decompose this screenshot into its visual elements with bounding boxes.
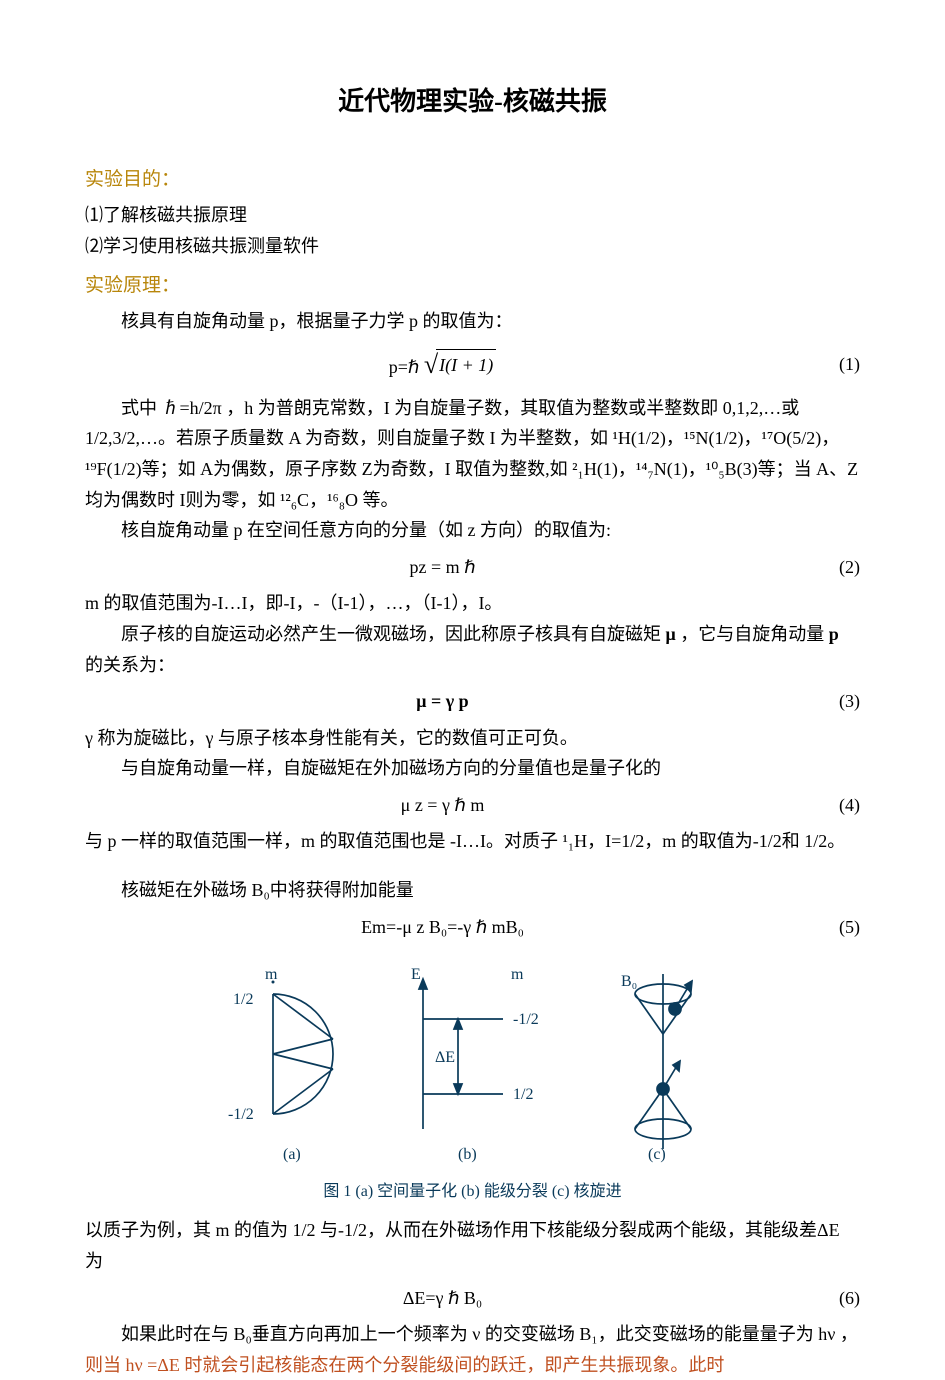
eq3-number: (3): [800, 686, 860, 717]
figure-1: m 1/2 -1/2 (a) E m -1/2 1/2 ΔE (b): [85, 954, 860, 1174]
para-9: 核磁矩在外磁场 B₀中将获得附加能量: [85, 875, 860, 906]
page-title: 近代物理实验-核磁共振: [85, 80, 860, 124]
principle-header: 实验原理：: [85, 270, 860, 302]
eq4-text: μ z = γ ℏ m: [85, 790, 800, 821]
equation-5: Em=-μ z B₀=-γ ℏ mB₀ (5): [85, 912, 860, 943]
svg-text:(b): (b): [458, 1146, 477, 1163]
svg-text:B₀: B₀: [621, 973, 637, 990]
equation-2: pz = m ℏ (2): [85, 552, 860, 583]
para-2: 式中 ℏ=h/2π ，h 为普朗克常数，I 为自旋量子数，其取值为整数或半整数即…: [85, 393, 860, 515]
equation-4: μ z = γ ℏ m (4): [85, 790, 860, 821]
equation-6: ΔE=γ ℏ B₀ (6): [85, 1283, 860, 1314]
svg-text:-1/2: -1/2: [513, 1011, 539, 1028]
purpose-item-1: ⑴了解核磁共振原理: [85, 200, 860, 231]
svg-text:(a): (a): [283, 1146, 301, 1163]
para-1: 核具有自旋角动量 p，根据量子力学 p 的取值为：: [85, 306, 860, 337]
para-4: m 的取值范围为-I…I，即-I，-（I-1），…，（I-1），I。: [85, 588, 860, 619]
eq5-text: Em=-μ z B₀=-γ ℏ mB₀: [85, 912, 800, 943]
para-11a: 如果此时在与 B₀垂直方向再加上一个频率为 ν 的交变磁场 B₁，此交变磁场的能…: [121, 1324, 858, 1344]
eq2-text: pz = m ℏ: [85, 552, 800, 583]
equation-3: μ = γ p (3): [85, 686, 860, 717]
eq1-number: (1): [800, 349, 860, 380]
para-11b-highlight: 则当 hν =ΔE 时就会引起核能态在两个分裂能级间的跃迁，即产生共振现象。此时: [85, 1355, 724, 1375]
svg-text:m: m: [511, 966, 524, 983]
para-11: 如果此时在与 B₀垂直方向再加上一个频率为 ν 的交变磁场 B₁，此交变磁场的能…: [85, 1319, 860, 1380]
para-7: 与自旋角动量一样，自旋磁矩在外加磁场方向的分量值也是量子化的: [85, 753, 860, 784]
svg-text:1/2: 1/2: [513, 1086, 533, 1103]
eq1-left: p=ℏ: [389, 357, 420, 377]
figure-1-caption: 图 1 (a) 空间量子化 (b) 能级分裂 (c) 核旋进: [85, 1178, 860, 1205]
svg-text:E: E: [411, 966, 421, 983]
para-8: 与 p 一样的取值范围一样，m 的取值范围也是 -I…I。对质子 ¹₁H，I=1…: [85, 826, 860, 857]
eq3-text: μ = γ p: [85, 686, 800, 717]
svg-text:ΔE: ΔE: [435, 1049, 455, 1066]
svg-text:(c): (c): [648, 1146, 666, 1163]
para-3: 核自旋角动量 p 在空间任意方向的分量（如 z 方向）的取值为:: [85, 515, 860, 546]
purpose-header: 实验目的：: [85, 164, 860, 196]
purpose-item-2: ⑵学习使用核磁共振测量软件: [85, 231, 860, 262]
eq4-number: (4): [800, 790, 860, 821]
equation-1: p=ℏ √ I(I + 1) (1): [85, 343, 860, 387]
eq6-number: (6): [800, 1283, 860, 1314]
svg-text:-1/2: -1/2: [228, 1106, 254, 1123]
para-5: 原子核的自旋运动必然产生一微观磁场，因此称原子核具有自旋磁矩 μ ，它与自旋角动…: [85, 619, 860, 680]
eq5-number: (5): [800, 912, 860, 943]
eq2-number: (2): [800, 552, 860, 583]
eq6-text: ΔE=γ ℏ B₀: [85, 1283, 800, 1314]
para-10: 以质子为例，其 m 的值为 1/2 与-1/2，从而在外磁场作用下核能级分裂成两…: [85, 1215, 860, 1276]
svg-text:m: m: [265, 966, 278, 983]
eq1-root: I(I + 1): [436, 349, 496, 381]
para-6: γ 称为旋磁比，γ 与原子核本身性能有关，它的数值可正可负。: [85, 723, 860, 754]
svg-text:1/2: 1/2: [233, 991, 253, 1008]
